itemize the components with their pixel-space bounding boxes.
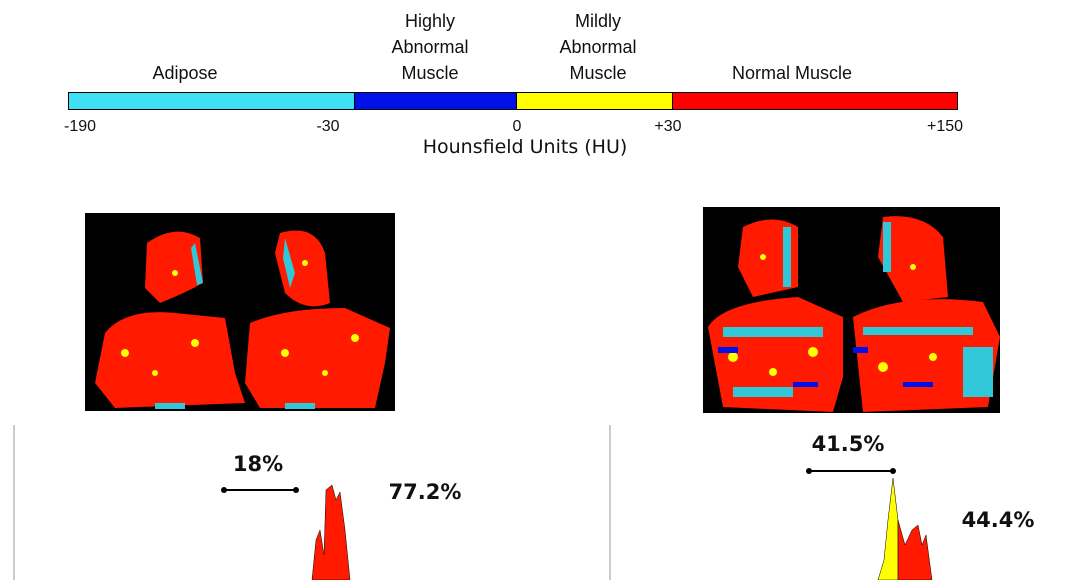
label-line: Normal Muscle — [731, 63, 853, 83]
label-line: Highly — [404, 11, 456, 31]
label-line: Muscle — [401, 63, 459, 83]
tick-label: 0 — [512, 118, 522, 135]
histograms — [13, 425, 933, 580]
label-line: Muscle — [569, 63, 627, 83]
tick-label: +150 — [926, 118, 964, 135]
segment-label: Highly Abnormal Muscle — [391, 8, 468, 86]
segment-label: Normal Muscle — [732, 60, 852, 86]
peak-label: 44.4% — [961, 508, 1035, 532]
tick-label: +30 — [654, 118, 682, 135]
ct-image — [703, 207, 1000, 413]
label-line: Adipose — [152, 63, 218, 83]
colorbar-segment — [673, 92, 958, 110]
colorbar-segment — [517, 92, 673, 110]
label-line: Abnormal — [391, 37, 469, 57]
tick-label: -190 — [63, 118, 97, 135]
bracket-label: 41.5% — [811, 432, 885, 456]
segment-label: Mildly Abnormal Muscle — [559, 8, 636, 86]
segment-label: Adipose — [152, 60, 217, 86]
bracket-label: 18% — [232, 452, 284, 476]
label-line: Abnormal — [559, 37, 637, 57]
axis-label: Hounsfield Units (HU) — [422, 136, 628, 158]
label-line: Mildly — [574, 11, 622, 31]
colorbar-segment — [68, 92, 355, 110]
colorbar-segment — [355, 92, 517, 110]
peak-label: 77.2% — [388, 480, 462, 504]
tick-label: -30 — [316, 118, 340, 135]
ct-image — [85, 213, 395, 411]
